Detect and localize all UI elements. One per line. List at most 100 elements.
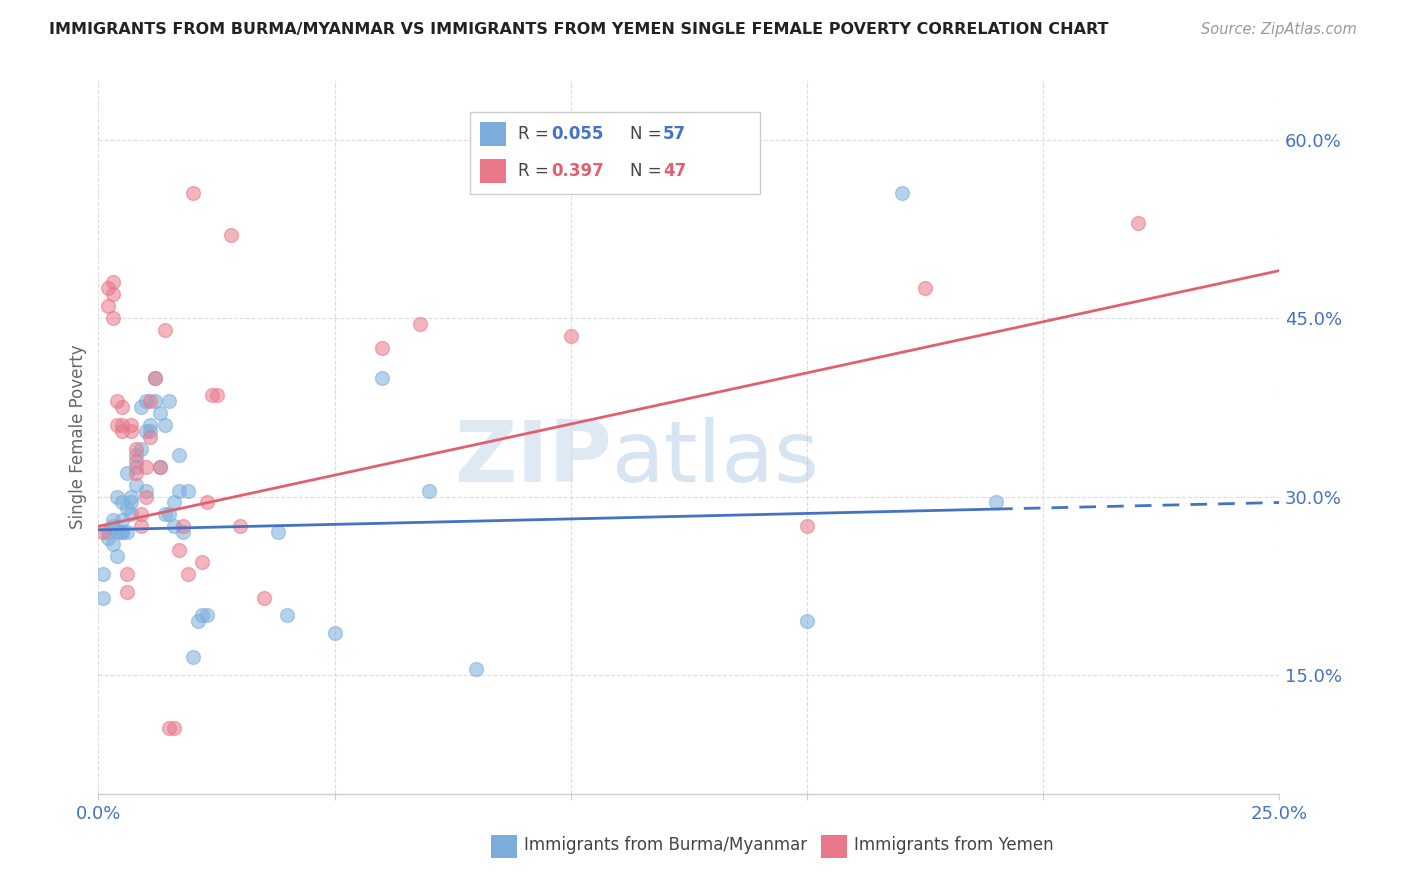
Point — [139, 394, 162, 409]
Text: atlas: atlas — [612, 417, 820, 500]
Point — [157, 508, 180, 522]
Point — [201, 388, 224, 402]
Text: 0.055: 0.055 — [551, 125, 603, 143]
Point — [143, 370, 166, 384]
Bar — [821, 835, 848, 858]
Point — [135, 394, 157, 409]
Point — [177, 566, 200, 581]
Bar — [479, 122, 506, 145]
Point — [157, 722, 180, 736]
Point — [984, 495, 1007, 509]
Point — [796, 615, 818, 629]
Point — [125, 477, 148, 491]
Point — [121, 508, 143, 522]
Point — [465, 662, 488, 676]
Point — [172, 519, 194, 533]
Point — [101, 311, 124, 326]
Point — [91, 525, 114, 540]
Point — [125, 442, 148, 456]
Point — [153, 323, 176, 337]
Point — [914, 281, 936, 295]
Point — [139, 430, 162, 444]
Point — [157, 394, 180, 409]
Point — [1126, 216, 1149, 230]
Point — [111, 495, 134, 509]
Point — [149, 459, 172, 474]
Point — [125, 459, 148, 474]
Point — [125, 454, 148, 468]
Point — [111, 418, 134, 433]
Point — [191, 555, 214, 569]
Point — [149, 459, 172, 474]
Point — [121, 495, 143, 509]
Point — [125, 448, 148, 462]
Y-axis label: Single Female Poverty: Single Female Poverty — [69, 345, 87, 529]
Point — [115, 584, 138, 599]
Point — [143, 394, 166, 409]
Point — [105, 525, 128, 540]
Point — [408, 317, 430, 331]
Point — [167, 543, 190, 558]
Point — [115, 466, 138, 480]
Point — [91, 566, 114, 581]
Text: R =: R = — [517, 162, 554, 180]
Point — [181, 650, 204, 665]
Point — [276, 608, 298, 623]
Point — [91, 591, 114, 605]
Point — [139, 424, 162, 438]
Text: IMMIGRANTS FROM BURMA/MYANMAR VS IMMIGRANTS FROM YEMEN SINGLE FEMALE POVERTY COR: IMMIGRANTS FROM BURMA/MYANMAR VS IMMIGRA… — [49, 22, 1109, 37]
Point — [115, 501, 138, 516]
Point — [111, 424, 134, 438]
Text: ZIP: ZIP — [454, 417, 612, 500]
Point — [97, 525, 120, 540]
Text: 57: 57 — [664, 125, 686, 143]
Point — [121, 424, 143, 438]
Point — [97, 281, 120, 295]
Point — [129, 442, 152, 456]
Point — [115, 525, 138, 540]
Text: N =: N = — [630, 162, 666, 180]
Point — [101, 537, 124, 551]
Point — [219, 227, 242, 242]
Text: 47: 47 — [664, 162, 686, 180]
Point — [195, 495, 218, 509]
Bar — [491, 835, 516, 858]
Point — [101, 276, 124, 290]
Point — [890, 186, 912, 201]
Point — [229, 519, 252, 533]
Point — [163, 495, 186, 509]
Point — [129, 519, 152, 533]
Point — [121, 418, 143, 433]
Point — [172, 525, 194, 540]
Point — [129, 401, 152, 415]
Point — [135, 483, 157, 498]
Text: Source: ZipAtlas.com: Source: ZipAtlas.com — [1201, 22, 1357, 37]
Text: Immigrants from Burma/Myanmar: Immigrants from Burma/Myanmar — [523, 837, 807, 855]
Point — [97, 531, 120, 545]
Point — [111, 513, 134, 527]
Point — [560, 329, 582, 343]
Point — [139, 418, 162, 433]
Point — [101, 287, 124, 301]
Point — [101, 513, 124, 527]
Point — [121, 490, 143, 504]
Point — [418, 483, 440, 498]
Point — [135, 490, 157, 504]
Point — [153, 508, 176, 522]
Point — [177, 483, 200, 498]
Point — [323, 626, 346, 640]
Text: N =: N = — [630, 125, 666, 143]
Point — [105, 394, 128, 409]
Point — [97, 299, 120, 313]
Point — [181, 186, 204, 201]
Point — [135, 459, 157, 474]
Point — [371, 370, 394, 384]
Point — [111, 525, 134, 540]
Point — [187, 615, 209, 629]
Point — [149, 406, 172, 420]
Point — [111, 401, 134, 415]
Point — [163, 722, 186, 736]
Point — [205, 388, 228, 402]
Point — [191, 608, 214, 623]
Point — [267, 525, 290, 540]
